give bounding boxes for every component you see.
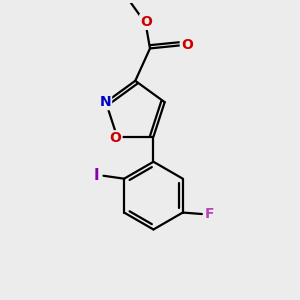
- Text: N: N: [100, 95, 111, 109]
- Text: F: F: [205, 207, 214, 221]
- Text: O: O: [181, 38, 193, 52]
- Text: I: I: [93, 168, 99, 183]
- Text: O: O: [110, 131, 122, 145]
- Text: O: O: [140, 15, 152, 29]
